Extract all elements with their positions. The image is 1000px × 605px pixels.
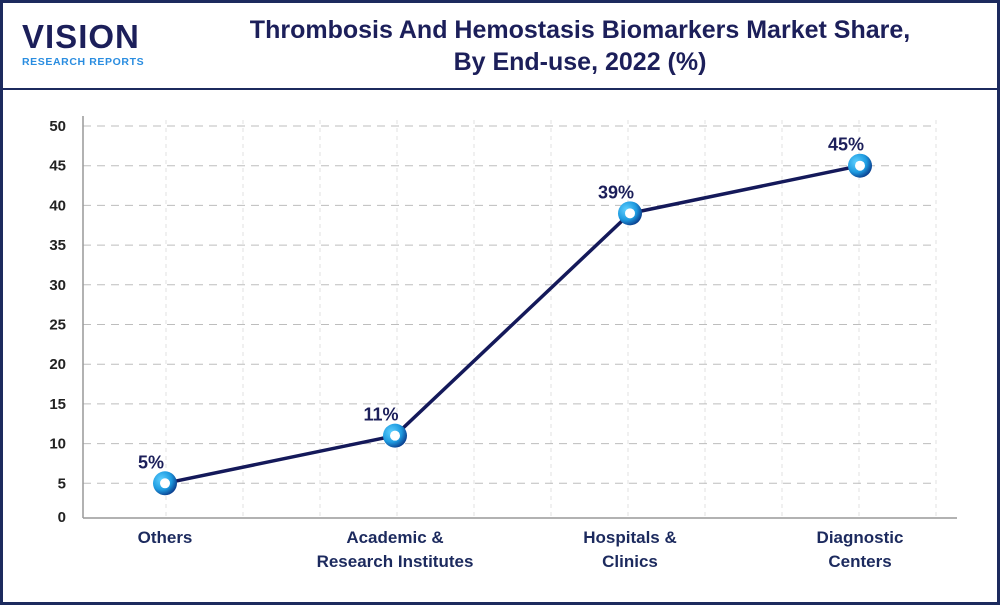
x-category-label: Clinics	[602, 552, 658, 571]
y-tick-label: 30	[49, 277, 66, 294]
y-tick-label: 15	[49, 396, 66, 413]
data-label: 45%	[828, 135, 864, 155]
y-tick-label: 45	[49, 158, 66, 175]
y-tick-label: 5	[58, 475, 66, 492]
x-category-label: Academic &	[346, 528, 443, 547]
x-category-label: Others	[138, 528, 193, 547]
logo-main-text: VISION	[22, 18, 140, 55]
y-tick-label: 10	[49, 436, 66, 453]
data-label: 39%	[598, 182, 634, 202]
data-point-marker-center	[390, 430, 400, 441]
series-line	[164, 163, 861, 486]
x-category-label: Hospitals &	[583, 528, 677, 547]
data-label: 5%	[138, 452, 164, 472]
data-point-marker-center	[625, 208, 635, 219]
x-category-label: Diagnostic	[817, 528, 904, 547]
y-tick-label: 20	[49, 356, 66, 373]
vision-logo: VISION RESEARCH REPORTS	[22, 18, 152, 69]
title-line-2: By End-use, 2022 (%)	[453, 48, 707, 76]
y-tick-label: 25	[49, 317, 66, 334]
title-line-1: Thrombosis And Hemostasis Biomarkers Mar…	[249, 16, 911, 44]
header-divider	[0, 88, 1000, 90]
y-tick-label: 50	[49, 118, 66, 135]
data-label: 11%	[363, 405, 398, 425]
x-category-label: Centers	[828, 552, 891, 571]
logo-sub-text: RESEARCH REPORTS	[22, 56, 145, 68]
y-tick-label: 0	[58, 509, 66, 526]
chart-title: Thrombosis And Hemostasis Biomarkers Mar…	[180, 14, 980, 78]
data-point-marker-center	[855, 160, 865, 171]
y-tick-label: 35	[49, 237, 66, 254]
y-tick-label: 40	[49, 197, 66, 214]
x-category-label: Research Institutes	[317, 552, 474, 571]
data-point-marker-center	[160, 478, 170, 489]
